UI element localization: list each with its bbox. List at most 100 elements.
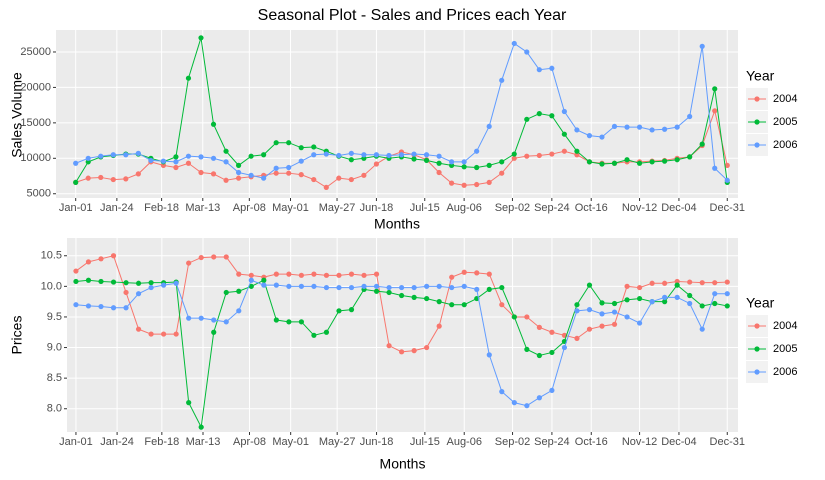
data-point — [135, 326, 142, 332]
data-point — [662, 126, 668, 132]
data-point — [549, 151, 555, 157]
data-point — [173, 164, 179, 171]
data-point — [411, 294, 417, 300]
data-point — [348, 176, 354, 183]
data-point — [261, 152, 267, 158]
data-point — [273, 170, 279, 176]
data-point — [311, 152, 317, 158]
data-point — [286, 164, 292, 171]
data-point — [373, 161, 380, 167]
data-point — [474, 181, 480, 188]
data-point — [586, 133, 593, 139]
data-point — [173, 331, 179, 337]
data-point — [624, 283, 630, 289]
data-point — [73, 179, 79, 186]
data-point — [73, 268, 79, 274]
data-point — [461, 159, 467, 165]
data-point — [336, 175, 342, 181]
data-point — [674, 278, 680, 285]
data-point — [85, 277, 92, 283]
data-point — [348, 271, 355, 277]
y-tick-label: 10.0 — [41, 280, 62, 292]
data-point — [85, 155, 91, 161]
data-point — [724, 279, 730, 285]
x-tick-label: Apr-08 — [233, 202, 266, 214]
data-point — [186, 315, 192, 321]
y-tick-label: 15000 — [20, 117, 51, 129]
data-point — [586, 159, 593, 165]
data-point — [423, 152, 430, 158]
data-point — [687, 300, 693, 307]
data-point — [549, 329, 555, 335]
data-point — [186, 400, 192, 406]
data-point — [574, 148, 580, 154]
data-point — [674, 294, 680, 300]
data-point — [311, 332, 317, 338]
data-point — [486, 271, 492, 277]
data-point — [536, 324, 542, 330]
data-point — [649, 127, 655, 133]
data-point — [336, 284, 342, 291]
data-point — [687, 154, 693, 160]
x-tick-label: Sep-02 — [495, 202, 530, 214]
data-point — [649, 299, 655, 305]
legend-label: 2005 — [773, 116, 797, 128]
data-point — [286, 271, 292, 277]
data-point — [449, 284, 455, 291]
data-point — [248, 277, 254, 283]
data-point — [399, 292, 405, 299]
data-point — [561, 108, 567, 115]
data-point — [511, 400, 517, 406]
data-point — [110, 152, 116, 158]
data-point — [399, 349, 405, 355]
y-tick-label: 10000 — [20, 152, 51, 164]
data-point — [662, 158, 668, 164]
x-tick-label: Dec-04 — [661, 202, 696, 214]
data-point — [549, 349, 555, 356]
x-tick-label: Apr-08 — [233, 436, 266, 448]
data-point — [198, 424, 204, 430]
x-tick-label: May-27 — [319, 436, 356, 448]
data-point — [461, 269, 467, 275]
data-point — [273, 282, 279, 288]
legend-dot — [754, 323, 760, 329]
data-point — [198, 254, 204, 261]
data-point — [524, 153, 530, 159]
data-point — [561, 148, 567, 154]
legend-label: 2006 — [773, 139, 797, 151]
data-point — [186, 260, 192, 266]
data-point — [198, 154, 204, 160]
data-point — [699, 43, 705, 49]
data-point — [211, 317, 217, 323]
data-point — [273, 165, 279, 171]
data-point — [461, 283, 467, 289]
data-point — [373, 152, 380, 158]
data-point — [662, 294, 668, 300]
x-tick-label: Dec-31 — [710, 436, 745, 448]
data-point — [273, 140, 279, 146]
data-point — [474, 164, 480, 171]
data-point — [511, 151, 517, 157]
data-point — [499, 389, 505, 395]
data-point — [586, 307, 593, 313]
data-point — [436, 323, 442, 329]
data-point — [586, 282, 593, 288]
data-point — [449, 302, 455, 308]
data-point — [348, 307, 355, 313]
data-point — [223, 319, 229, 325]
data-point — [198, 169, 204, 176]
data-point — [298, 283, 305, 289]
data-point — [674, 124, 680, 130]
legend-label: 2004 — [773, 93, 797, 105]
data-point — [373, 288, 380, 294]
data-point — [261, 282, 267, 288]
y-tick-label: 9.0 — [47, 341, 62, 353]
data-point — [611, 123, 618, 130]
data-point — [286, 283, 292, 289]
data-point — [549, 65, 555, 71]
data-point — [135, 291, 142, 297]
data-point — [599, 161, 605, 167]
x-tick-label: Mar-13 — [185, 202, 220, 214]
data-point — [323, 272, 330, 278]
data-point — [248, 283, 254, 289]
